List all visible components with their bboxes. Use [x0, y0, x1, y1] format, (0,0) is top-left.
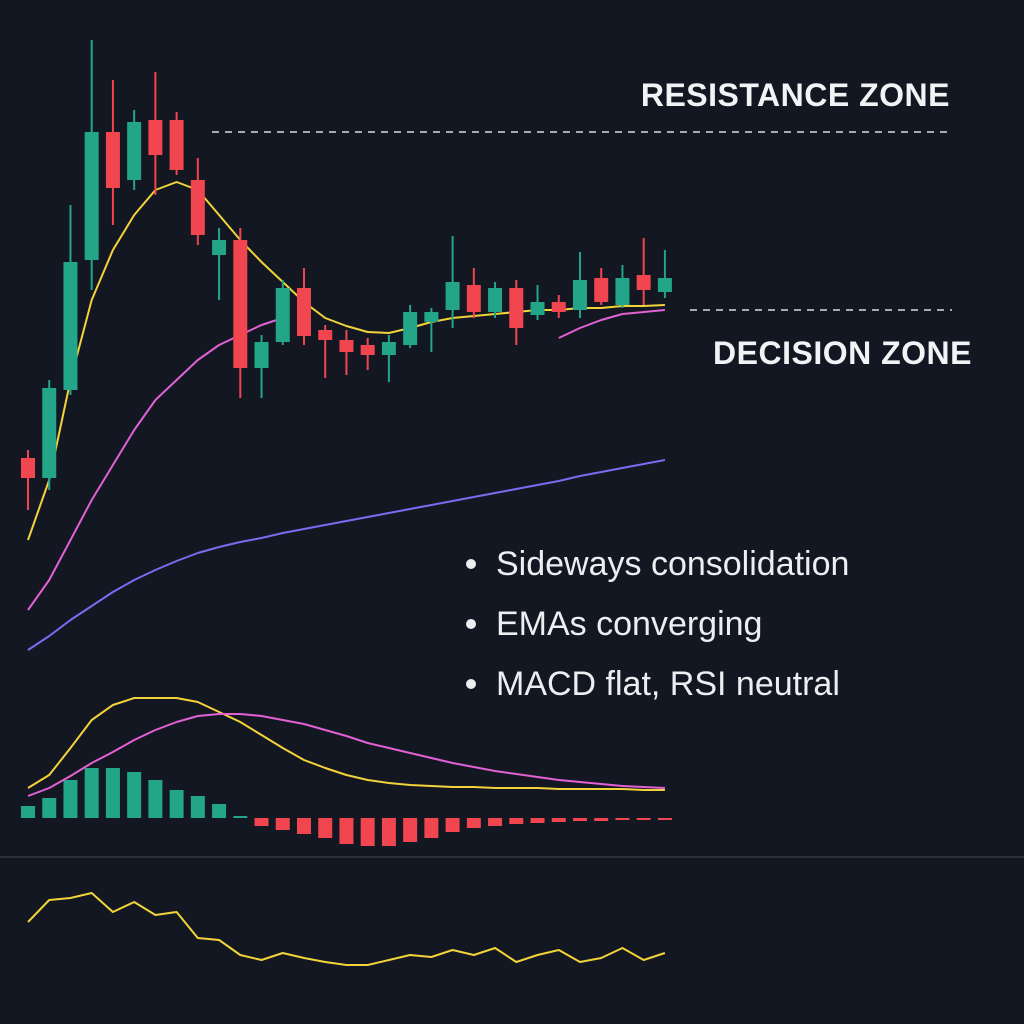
macd-line — [27, 697, 665, 791]
candle-body — [148, 120, 163, 155]
histogram-bar — [105, 768, 120, 818]
candle-body — [636, 275, 651, 290]
candle-body — [169, 120, 184, 170]
note: MACD flat, RSI neutral — [496, 665, 840, 703]
histogram-bar — [424, 818, 439, 838]
bullet — [466, 619, 476, 629]
bullet — [466, 679, 476, 689]
histogram-bar — [445, 818, 460, 832]
candle-body — [84, 132, 99, 260]
candle-body — [339, 340, 354, 352]
histogram-bar — [381, 818, 396, 846]
histogram-bar — [84, 768, 99, 818]
histogram-bar — [657, 818, 672, 820]
decision-label: DECISION ZONE — [713, 335, 972, 371]
rsi-line — [27, 892, 666, 966]
histogram-bar — [127, 772, 142, 818]
candle-body — [551, 302, 566, 312]
candle-body — [296, 288, 311, 336]
histogram-bar — [488, 818, 503, 826]
note: EMAs converging — [496, 605, 762, 643]
candle-body — [318, 330, 333, 340]
bullet — [466, 559, 476, 569]
histogram-bar — [233, 816, 248, 818]
histogram-bar — [360, 818, 375, 846]
histogram-bar — [148, 780, 163, 818]
candle-body — [212, 240, 227, 255]
candle-body — [424, 312, 439, 322]
candle-body — [488, 288, 503, 312]
histogram-bar — [594, 818, 609, 821]
macd-line — [27, 713, 665, 797]
histogram-bar — [466, 818, 481, 828]
histogram-bar — [509, 818, 524, 824]
histogram-bar — [636, 818, 651, 820]
ema-line — [27, 459, 666, 651]
candle-body — [63, 262, 78, 390]
resistance-label: RESISTANCE ZONE — [641, 77, 950, 113]
candle-body — [360, 345, 375, 355]
candle-body — [530, 302, 545, 315]
histogram-bar — [339, 818, 354, 844]
candle-body — [594, 278, 609, 302]
candle-body — [127, 122, 142, 180]
candle-body — [572, 280, 587, 310]
candle-body — [657, 278, 672, 292]
candle-body — [509, 288, 524, 328]
note: Sideways consolidation — [496, 545, 849, 583]
candle-body — [105, 132, 120, 188]
candle-body — [190, 180, 205, 235]
histogram-bar — [403, 818, 418, 842]
histogram-bar — [212, 804, 227, 818]
histogram-bar — [530, 818, 545, 823]
candle-body — [615, 278, 630, 305]
histogram-bar — [551, 818, 566, 822]
histogram-bar — [615, 818, 630, 820]
candle-body — [21, 458, 35, 478]
candle-body — [233, 240, 248, 368]
histogram-bar — [318, 818, 333, 838]
histogram-bar — [21, 806, 35, 818]
candle-body — [254, 342, 269, 368]
candle-body — [381, 342, 396, 355]
histogram-bar — [42, 798, 57, 818]
histogram-bar — [296, 818, 311, 834]
candle-body — [42, 388, 57, 478]
histogram-bar — [275, 818, 290, 830]
candle-body — [275, 288, 290, 342]
histogram-bar — [254, 818, 269, 826]
candle-body — [403, 312, 418, 345]
candle-body — [445, 282, 460, 310]
histogram-bar — [572, 818, 587, 821]
candle-body — [466, 285, 481, 312]
histogram-bar — [63, 780, 78, 818]
histogram-bar — [169, 790, 184, 818]
histogram-bar — [190, 796, 205, 818]
